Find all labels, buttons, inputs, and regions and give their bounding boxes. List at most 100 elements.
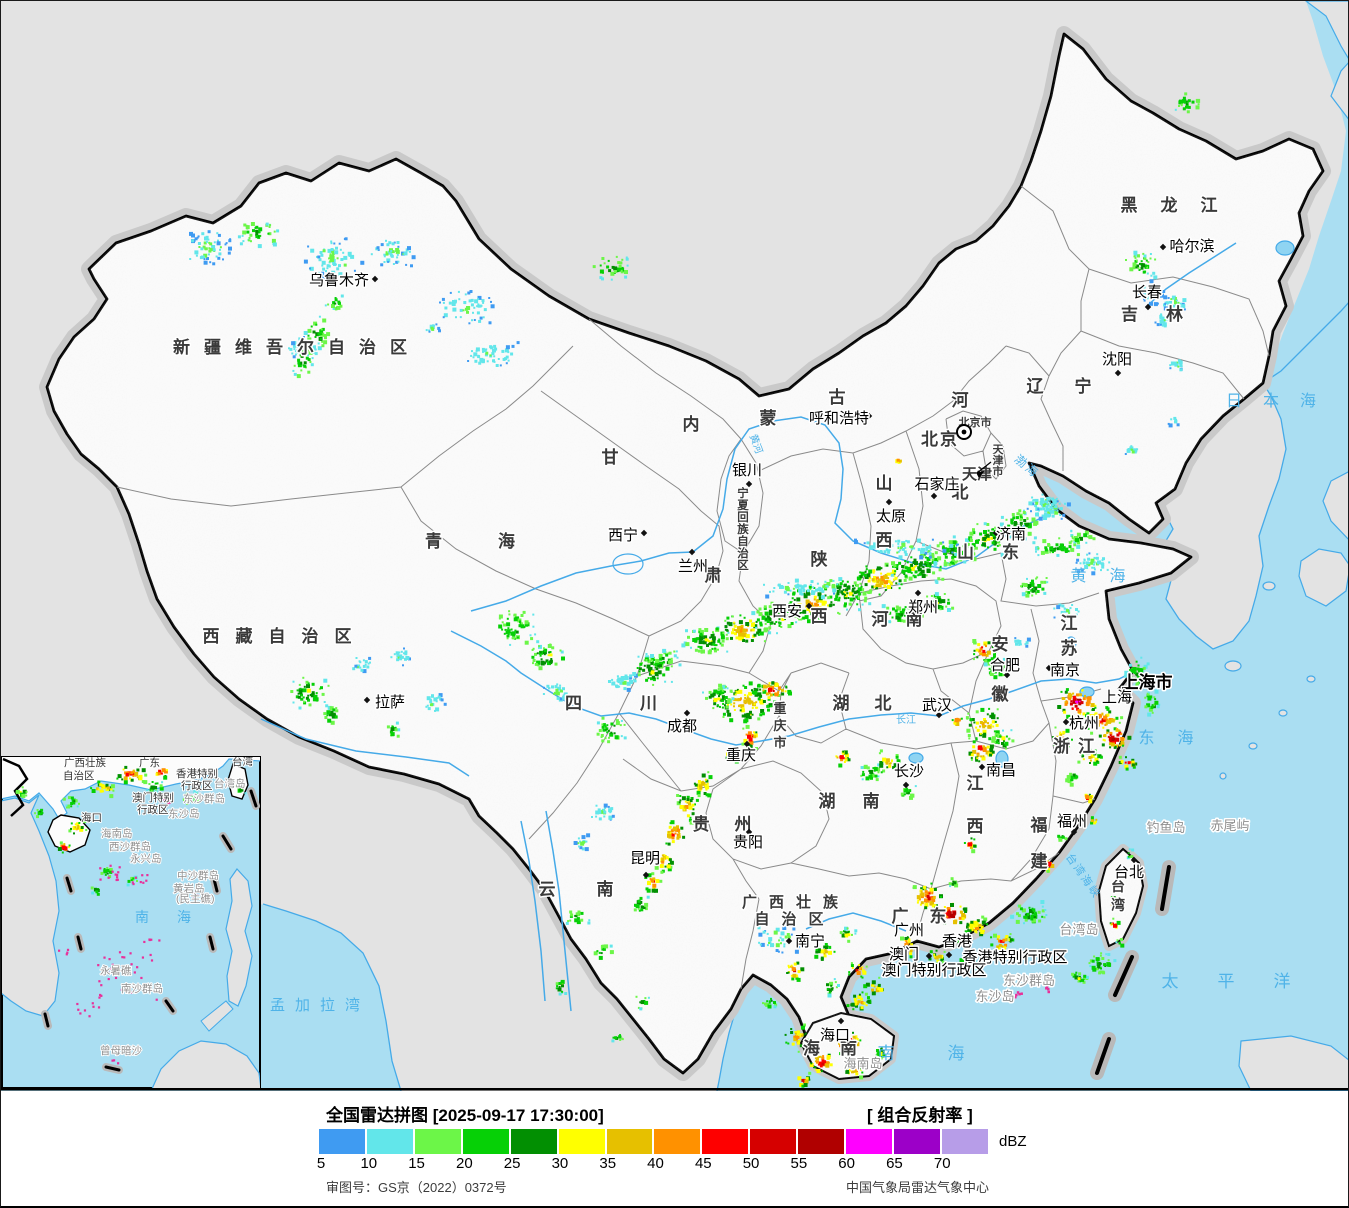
province-label: 广西壮族 [742,893,850,911]
sea-label: 日本海 [1226,392,1337,410]
province-label: 河北 [952,391,969,502]
radar-cluster [839,926,858,943]
radar-cluster [814,943,836,961]
radar-cluster [848,962,868,978]
legend-tick: 35 [599,1155,617,1172]
city-label: 昆明 [630,850,660,867]
city-label: 西安 [772,603,802,620]
city-marker [1062,718,1070,726]
radar-cluster [1123,656,1150,690]
boundary-dash [43,1012,50,1028]
sea-label: 东海 [1138,729,1216,747]
province-label: 北京 [921,429,959,449]
city-marker [688,548,696,556]
legend-tick: 65 [886,1155,903,1172]
boundary-dash [1160,865,1171,911]
radar-cluster [155,768,168,780]
legend-swatch-35 [606,1129,653,1154]
reef-speckles [131,874,149,886]
radar-cluster [968,737,996,763]
province-label: 宁夏回族自治区 [737,486,749,572]
boundary-dash [104,1065,121,1072]
city-label: 武汉 [922,697,952,714]
legend-tick: 25 [503,1155,521,1172]
radar-cluster [68,820,88,835]
province-label: 台湾 [1111,878,1125,913]
radar-cluster [990,933,1015,952]
radar-cluster [608,673,638,692]
province-label: 天津市 [993,443,1005,478]
radar-cluster [542,683,568,702]
province-label: 浙江 [1053,736,1103,756]
boundary-dash [212,877,219,893]
province-label: 江西 [967,774,984,836]
city-marker [865,412,873,420]
radar-cluster [1088,952,1117,975]
radar-cluster [1070,529,1096,545]
city-marker [805,602,813,610]
radar-cluster [928,949,947,966]
city-marker [925,952,933,960]
province-label: 西藏自治区 [203,626,368,646]
province-label: 吉林 [1121,304,1211,324]
city-label: 济南 [996,526,1026,543]
radar-cluster [846,991,872,1011]
inset-island-label: 永暑礁 [100,964,132,977]
city-label: 南昌 [986,762,1016,779]
japan-islands [1219,1,1348,1092]
radar-cluster [611,1034,624,1043]
radar-cluster [1115,938,1125,948]
radar-cluster [291,343,314,379]
radar-cluster [1057,834,1068,842]
city-label: 澳门特别行政区 [881,962,986,979]
radar-cluster [826,978,840,998]
city-marker [1070,828,1078,836]
radar-cluster [1000,509,1039,541]
legend-swatch-65 [894,1129,940,1154]
reef-speckles [97,951,158,1001]
reef-speckles [1014,991,1023,999]
inset-label: 行政区 [181,779,213,792]
city-label: 贵阳 [733,834,763,851]
city-marker [1159,243,1167,251]
legend-swatch-55 [798,1129,845,1154]
radar-cluster [324,294,344,311]
city-label: 呼和浩特 [809,410,869,427]
legend-tick: 30 [551,1155,569,1172]
reflectivity-colorbar [319,1129,988,1154]
province-label: 江苏 [1061,614,1078,658]
radar-cluster [797,1076,811,1088]
radar-cluster [596,716,627,744]
radar-cluster [1032,537,1081,557]
inset-label: 自治区 [63,769,95,782]
city-marker [1130,856,1138,864]
city-marker [902,781,910,789]
radar-cluster [1124,445,1139,455]
city-label: 海口 [820,1027,850,1044]
radar-cluster [844,1061,865,1080]
inset-island-label: 东沙群岛 [183,792,225,805]
radar-cluster [531,643,565,671]
city-label: 拉萨 [375,694,405,711]
radar-cluster [303,237,365,280]
radar-cluster [853,562,913,596]
legend-swatch-50 [750,1129,797,1154]
city-label: 上海 [1102,689,1132,706]
province-label: 辽宁 [1027,376,1123,396]
inset-island-label: 永兴岛 [130,852,162,865]
radar-cluster [965,707,1000,741]
city-marker [745,480,753,488]
radar-cluster [786,961,805,982]
radar-cluster [1090,816,1098,825]
island-label: 赤尾屿 [1210,818,1249,833]
city-label: 澳门 [889,946,919,963]
city-marker [978,763,986,771]
radar-cluster [835,1031,862,1056]
legend-tick: 10 [360,1155,378,1172]
city-label: 上海市 [1122,672,1173,692]
legend-swatch-40 [654,1129,701,1154]
radar-cluster [1057,688,1097,719]
inset-sea-label: 南海 [135,909,219,925]
city-label: 长沙 [894,763,924,780]
